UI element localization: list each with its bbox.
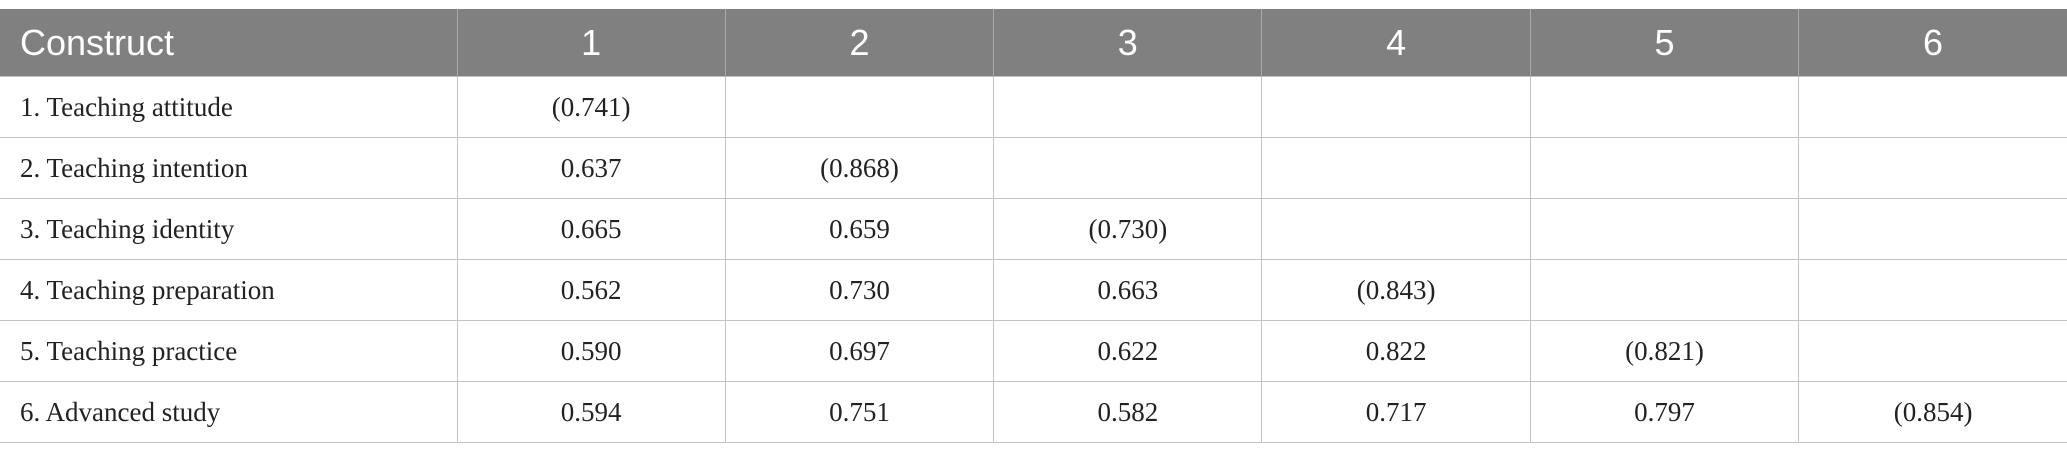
- empty-cell: [1798, 320, 2067, 382]
- table-cell: 0.582: [993, 381, 1263, 443]
- row-label: 1. Teaching attitude: [0, 76, 458, 138]
- correlation-table: Construct 1 2 3 4 5 6 1. Teaching attitude (0.7…: [0, 9, 2067, 443]
- empty-cell: [724, 76, 995, 138]
- header-row: Construct 1 2 3 4 5 6: [0, 9, 2067, 77]
- table-cell: (0.741): [456, 76, 726, 138]
- empty-cell: [993, 137, 1263, 199]
- table-header: Construct 1 2 3 4 5 6: [0, 9, 2067, 77]
- empty-cell: [1261, 198, 1531, 260]
- empty-cell: [1261, 76, 1531, 138]
- empty-cell: [1798, 76, 2067, 138]
- row-label: 4. Teaching preparation: [0, 259, 458, 321]
- table-cell: 0.590: [456, 320, 726, 382]
- table-cell: 0.751: [724, 381, 995, 443]
- row-label: 5. Teaching practice: [0, 320, 458, 382]
- empty-cell: [1798, 259, 2067, 321]
- column-header: 1: [456, 9, 726, 77]
- empty-cell: [1529, 198, 1800, 260]
- table-cell: 0.562: [456, 259, 726, 321]
- column-header: 3: [993, 9, 1262, 77]
- table-cell: (0.843): [1261, 259, 1531, 321]
- row-label: 3. Teaching identity: [0, 198, 458, 260]
- table-cell: 0.594: [456, 381, 726, 443]
- empty-cell: [993, 76, 1263, 138]
- empty-cell: [1529, 76, 1800, 138]
- table-row: 2. Teaching intention 0.637 (0.868): [0, 137, 2067, 199]
- table-cell: (0.854): [1798, 381, 2067, 443]
- table-row: 5. Teaching practice 0.590 0.697 0.622 0.822…: [0, 320, 2067, 382]
- column-header: 2: [724, 9, 994, 77]
- construct-header: Construct: [0, 9, 457, 77]
- table-cell: 0.822: [1261, 320, 1531, 382]
- empty-cell: [1798, 137, 2067, 199]
- table-cell: 0.659: [724, 198, 995, 260]
- row-label: 6. Advanced study: [0, 381, 458, 443]
- empty-cell: [1261, 137, 1531, 199]
- table-cell: 0.665: [456, 198, 726, 260]
- table-cell: 0.637: [456, 137, 726, 199]
- table-row: 6. Advanced study 0.594 0.751 0.582 0.717 0.7…: [0, 381, 2067, 443]
- table-cell: 0.730: [724, 259, 995, 321]
- table-row: 3. Teaching identity 0.665 0.659 (0.730): [0, 198, 2067, 260]
- table-cell: 0.717: [1261, 381, 1531, 443]
- column-header: 6: [1798, 9, 2067, 77]
- table-cell: (0.821): [1529, 320, 1800, 382]
- table-cell: 0.797: [1529, 381, 1800, 443]
- table-row: 1. Teaching attitude (0.741): [0, 76, 2067, 138]
- column-header: 5: [1529, 9, 1799, 77]
- table-cell: 0.622: [993, 320, 1263, 382]
- table-body: 1. Teaching attitude (0.741) 2. Teaching i…: [0, 76, 2067, 443]
- empty-cell: [1529, 137, 1800, 199]
- table-row: 4. Teaching preparation 0.562 0.730 0.663 (0…: [0, 259, 2067, 321]
- table-cell: (0.868): [724, 137, 995, 199]
- column-header: 4: [1261, 9, 1531, 77]
- table-cell: 0.663: [993, 259, 1263, 321]
- empty-cell: [1529, 259, 1800, 321]
- table-cell: 0.697: [724, 320, 995, 382]
- row-label: 2. Teaching intention: [0, 137, 458, 199]
- table-cell: (0.730): [993, 198, 1263, 260]
- empty-cell: [1798, 198, 2067, 260]
